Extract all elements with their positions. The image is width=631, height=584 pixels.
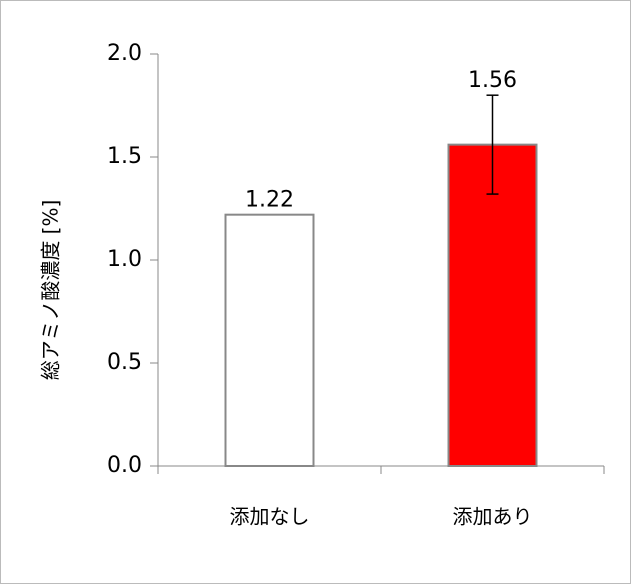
bar	[447, 143, 538, 467]
value-label: 1.22	[245, 188, 294, 213]
y-tick-label: 2.0	[107, 41, 142, 66]
y-axis-label: 総アミノ酸濃度 [%]	[39, 200, 63, 381]
x-tick-label: 添加なし	[230, 505, 310, 529]
error-bar	[486, 94, 499, 195]
y-tick-label: 1.5	[107, 144, 142, 169]
bar	[224, 213, 315, 467]
y-tick-label: 0.0	[107, 453, 142, 478]
x-tick-label: 添加あり	[453, 505, 533, 529]
value-label: 1.56	[468, 68, 517, 93]
y-tick-label: 1.0	[107, 247, 142, 272]
y-tick-label: 0.5	[107, 350, 142, 375]
